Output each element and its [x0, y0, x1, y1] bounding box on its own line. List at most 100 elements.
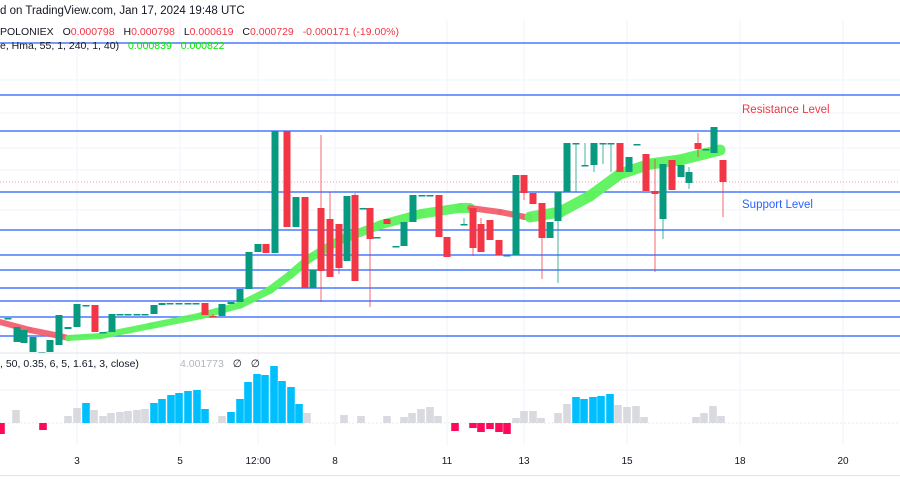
- candle: [581, 143, 589, 167]
- histogram-bar: [12, 410, 20, 423]
- candle: [13, 327, 21, 342]
- histogram-bar: [201, 409, 209, 423]
- candle: [326, 192, 334, 277]
- candle: [546, 222, 554, 238]
- support-level-label[interactable]: Support Level: [742, 199, 813, 211]
- histogram-bar: [184, 391, 192, 423]
- candle: [563, 143, 571, 192]
- candle: [392, 246, 400, 248]
- histogram-bar: [520, 411, 528, 423]
- time-axis-tick: 5: [177, 456, 183, 467]
- candle: [418, 195, 426, 197]
- histogram-bar: [287, 387, 295, 423]
- low-label: L: [183, 26, 190, 38]
- candle: [46, 340, 54, 352]
- candle: [529, 193, 537, 204]
- candle: [486, 220, 494, 240]
- histogram-bar: [469, 423, 477, 428]
- candle: [503, 255, 511, 257]
- candle: [607, 143, 615, 172]
- histogram-bar: [64, 416, 72, 423]
- candle: [383, 219, 391, 224]
- hma-value-2: 0.000822: [180, 40, 225, 52]
- candle: [218, 304, 226, 316]
- candle: [685, 167, 693, 189]
- candle: [443, 237, 451, 257]
- candle: [426, 195, 434, 197]
- low-value: 0.000619: [189, 26, 234, 38]
- histogram-bar: [503, 423, 511, 434]
- candle: [694, 133, 702, 157]
- resistance-level-label[interactable]: Resistance Level: [742, 104, 830, 116]
- candle: [209, 314, 217, 318]
- histogram-bar: [477, 423, 485, 432]
- candle: [460, 218, 468, 226]
- candle: [702, 149, 710, 151]
- histogram-bar: [554, 413, 562, 423]
- candle: [108, 314, 116, 332]
- high-value: 0.000798: [131, 26, 175, 38]
- histogram-bar: [270, 366, 278, 423]
- candle: [335, 224, 343, 274]
- time-axis-tick: 18: [734, 456, 746, 467]
- time-axis-tick: 11: [441, 456, 453, 467]
- candle: [227, 302, 235, 304]
- candle: [133, 314, 141, 316]
- high-label: H: [123, 26, 132, 38]
- hma-indicator-legend[interactable]: e, Hma, 55, 1, 240, 1, 40) 0.000839 0.00…: [0, 40, 225, 52]
- candle: [91, 305, 99, 332]
- candle: [236, 289, 244, 302]
- histogram-bar: [640, 417, 648, 423]
- horizontal-levels[interactable]: [0, 42, 900, 337]
- histogram-bar: [39, 423, 47, 430]
- histogram-bar: [537, 418, 545, 423]
- candle: [158, 303, 166, 305]
- oscillator-value: 4.001773: [180, 358, 224, 370]
- histogram-bar: [400, 417, 408, 423]
- candle: [141, 314, 149, 316]
- histogram-bar: [512, 418, 520, 423]
- histogram-bar: [632, 406, 640, 423]
- hma-params: e, Hma, 55, 1, 240, 1, 40): [0, 40, 120, 52]
- close-value: 0.000729: [249, 26, 294, 38]
- histogram-bar: [82, 403, 90, 423]
- candle: [659, 164, 667, 239]
- histogram-bar: [295, 404, 303, 423]
- candle: [572, 143, 580, 192]
- histogram-bar: [193, 390, 201, 423]
- candle: [271, 131, 279, 253]
- time-axis-tick: 8: [332, 456, 338, 467]
- histogram-bar: [426, 407, 434, 423]
- histogram-bar: [417, 409, 425, 423]
- histogram-bar: [141, 409, 149, 423]
- candle: [710, 127, 718, 153]
- close-label: C: [242, 26, 250, 38]
- oscillator-histogram: [0, 366, 725, 434]
- candle: [633, 144, 641, 146]
- histogram-bar: [73, 408, 81, 423]
- histogram-bar: [606, 394, 614, 423]
- grid-lines: [0, 20, 900, 445]
- oscillator-legend[interactable]: , 50, 0.35, 6, 5, 1.61, 3, close): [0, 358, 139, 370]
- candle: [538, 203, 546, 279]
- candle: [20, 330, 28, 343]
- candle: [719, 160, 727, 217]
- histogram-bar: [623, 407, 631, 423]
- time-axis-tick: 12:00: [245, 456, 271, 467]
- time-axis[interactable]: 3 5 12:00 8 11 13 15 18 20: [0, 445, 900, 476]
- hma-ribbon: [0, 144, 726, 342]
- candle: [292, 197, 300, 227]
- histogram-bar: [0, 423, 5, 434]
- time-axis-tick: 15: [621, 456, 633, 467]
- candle: [616, 143, 624, 172]
- symbol-label[interactable]: POLONIEX: [0, 26, 54, 38]
- histogram-bar: [90, 410, 98, 423]
- candle: [435, 195, 443, 237]
- histogram-bar: [692, 417, 700, 423]
- histogram-bar: [158, 399, 166, 423]
- candle: [343, 196, 351, 261]
- candle: [29, 337, 37, 352]
- histogram-bar: [580, 399, 588, 423]
- candle: [301, 197, 309, 288]
